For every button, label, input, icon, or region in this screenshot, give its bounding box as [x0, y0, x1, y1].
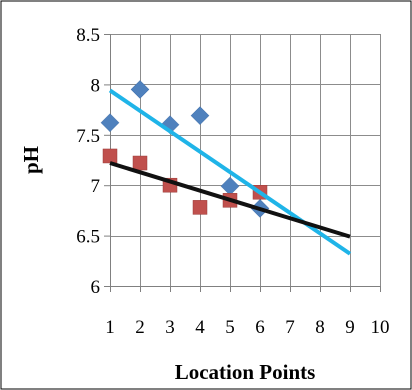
x-tick-label: 2 — [135, 317, 145, 338]
x-tick-label: 8 — [315, 317, 325, 338]
y-tick-label: 8 — [91, 75, 101, 96]
trendline — [108, 88, 352, 256]
y-tick-label: 7 — [91, 176, 101, 197]
x-tick-label: 1 — [105, 317, 115, 338]
x-tick-label: 4 — [195, 317, 205, 338]
x-tick-label: 5 — [225, 317, 235, 338]
y-tick-label: 8.5 — [76, 25, 100, 46]
data-point-square — [102, 148, 118, 164]
x-tick-label: 10 — [371, 317, 390, 338]
data-point-diamond — [190, 106, 210, 126]
data-point-diamond — [130, 80, 150, 99]
x-axis-title: Location Points — [175, 360, 316, 384]
x-tick-label: 9 — [345, 317, 355, 338]
y-tick-label: 6 — [91, 277, 101, 298]
trendline — [109, 161, 351, 239]
y-tick-label: 6.5 — [76, 227, 100, 248]
y-axis-title: pH — [19, 146, 43, 174]
x-tick-label: 3 — [165, 317, 175, 338]
x-tick-label: 7 — [285, 317, 295, 338]
y-tick-label: 7.5 — [76, 126, 100, 147]
data-point-square — [192, 200, 208, 215]
data-point-diamond — [100, 113, 120, 133]
x-tick-label: 6 — [255, 317, 265, 338]
data-point-square — [132, 155, 148, 171]
